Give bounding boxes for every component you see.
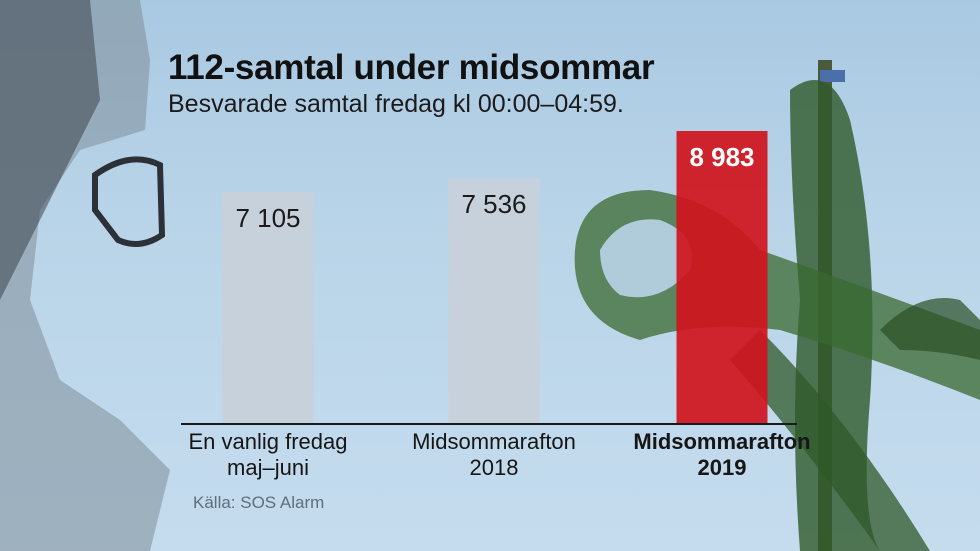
bar-value-label-2: 8 983 bbox=[689, 142, 754, 172]
category-label-0-0: En vanlig fredag bbox=[189, 429, 348, 454]
bar-2 bbox=[676, 131, 768, 423]
source-note: Källa: SOS Alarm bbox=[193, 493, 325, 512]
category-label-1-0: Midsommarafton bbox=[412, 429, 576, 454]
category-label-2-0: Midsommarafton bbox=[633, 429, 810, 454]
chart-title: 112-samtal under midsommar bbox=[168, 48, 655, 87]
bar-value-label-0: 7 105 bbox=[235, 203, 300, 233]
bar-value-label-1: 7 536 bbox=[461, 189, 526, 219]
chart-subtitle: Besvarade samtal fredag kl 00:00–04:59. bbox=[168, 90, 624, 118]
category-label-0-1: maj–juni bbox=[227, 455, 309, 480]
bar-1 bbox=[448, 178, 540, 423]
category-label-1-1: 2018 bbox=[470, 455, 519, 480]
category-label-2-1: 2019 bbox=[698, 455, 747, 480]
bar-0 bbox=[222, 192, 314, 423]
